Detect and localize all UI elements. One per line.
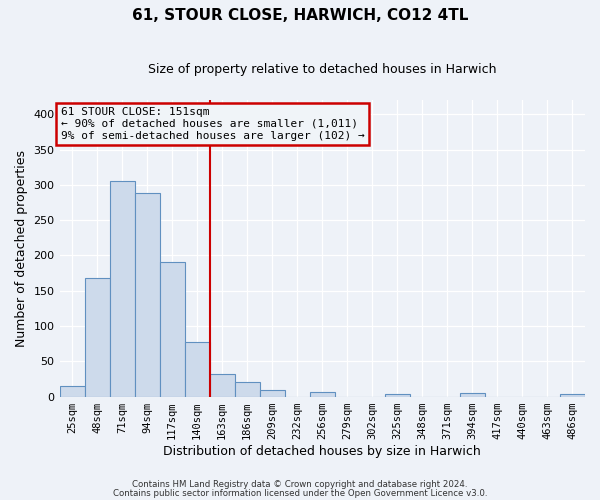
Title: Size of property relative to detached houses in Harwich: Size of property relative to detached ho…: [148, 62, 497, 76]
Bar: [59, 386, 85, 396]
Bar: [134, 194, 160, 396]
Bar: [385, 394, 410, 396]
Bar: [160, 262, 185, 396]
Bar: [235, 382, 260, 396]
Bar: [460, 393, 485, 396]
Bar: [185, 342, 209, 396]
Text: Contains public sector information licensed under the Open Government Licence v3: Contains public sector information licen…: [113, 490, 487, 498]
X-axis label: Distribution of detached houses by size in Harwich: Distribution of detached houses by size …: [163, 444, 481, 458]
Bar: [260, 390, 285, 396]
Bar: [85, 278, 110, 396]
Bar: [110, 182, 134, 396]
Bar: [560, 394, 585, 396]
Text: 61, STOUR CLOSE, HARWICH, CO12 4TL: 61, STOUR CLOSE, HARWICH, CO12 4TL: [132, 8, 468, 22]
Text: Contains HM Land Registry data © Crown copyright and database right 2024.: Contains HM Land Registry data © Crown c…: [132, 480, 468, 489]
Text: 61 STOUR CLOSE: 151sqm
← 90% of detached houses are smaller (1,011)
9% of semi-d: 61 STOUR CLOSE: 151sqm ← 90% of detached…: [61, 108, 365, 140]
Bar: [209, 374, 235, 396]
Bar: [310, 392, 335, 396]
Y-axis label: Number of detached properties: Number of detached properties: [15, 150, 28, 347]
